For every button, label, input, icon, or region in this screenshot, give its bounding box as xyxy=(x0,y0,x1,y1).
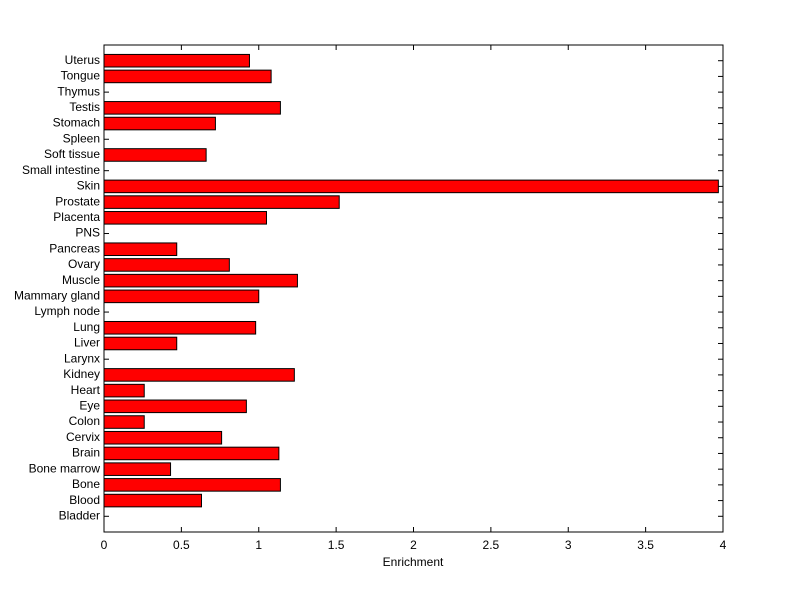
y-tick-label: Uterus xyxy=(65,53,100,67)
x-tick-label: 2.5 xyxy=(483,538,500,552)
bar xyxy=(103,116,216,131)
y-tick-label: Liver xyxy=(74,336,100,350)
x-tick-label: 2 xyxy=(410,538,417,552)
y-tick-label: Thymus xyxy=(57,84,100,98)
y-tick-label: Brain xyxy=(72,446,100,460)
bar xyxy=(103,273,298,288)
y-tick-label: Tongue xyxy=(61,69,101,83)
y-tick-label: Heart xyxy=(71,383,101,397)
x-tick-label: 0 xyxy=(101,538,108,552)
x-tick-label: 4 xyxy=(720,538,727,552)
bar xyxy=(103,336,178,351)
x-tick-label: 1 xyxy=(255,538,262,552)
bar xyxy=(103,211,267,225)
y-tick-label: Muscle xyxy=(62,273,100,287)
bar xyxy=(103,415,145,429)
y-tick-label: Lymph node xyxy=(34,304,100,318)
y-tick-label: Testis xyxy=(69,100,100,114)
bar xyxy=(103,69,272,84)
bar xyxy=(103,320,257,335)
y-tick-label: Blood xyxy=(69,493,100,507)
bar xyxy=(103,53,250,68)
bar xyxy=(103,430,223,445)
y-tick-label: Skin xyxy=(77,179,100,193)
bar xyxy=(103,368,295,382)
bar xyxy=(103,446,280,461)
bar xyxy=(103,478,281,492)
y-tick-label: Mammary gland xyxy=(14,289,100,303)
y-tick-label: Bone marrow xyxy=(29,461,101,475)
bar xyxy=(103,383,145,398)
y-tick-label: Eye xyxy=(79,398,100,412)
y-tick-label: PNS xyxy=(75,226,100,240)
y-tick-label: Placenta xyxy=(53,210,100,224)
bar xyxy=(103,493,202,508)
bar xyxy=(103,462,172,476)
y-tick-label: Pancreas xyxy=(49,241,100,255)
bar xyxy=(103,179,719,194)
bar xyxy=(103,101,281,115)
x-axis-label: Enrichment xyxy=(383,555,444,569)
y-tick-label: Spleen xyxy=(63,131,100,145)
bar xyxy=(103,289,260,304)
y-tick-label: Prostate xyxy=(55,194,100,208)
bar xyxy=(103,258,230,272)
y-tick-label: Kidney xyxy=(63,367,100,381)
bar xyxy=(103,399,247,414)
bar xyxy=(103,242,178,257)
x-tick-label: 0.5 xyxy=(173,538,190,552)
y-tick-label: Cervix xyxy=(66,430,100,444)
y-tick-label: Soft tissue xyxy=(44,147,100,161)
bar xyxy=(103,148,207,162)
y-tick-label: Small intestine xyxy=(22,163,100,177)
y-tick-label: Larynx xyxy=(64,351,100,365)
y-tick-label: Ovary xyxy=(68,257,100,271)
y-tick-label: Stomach xyxy=(53,116,100,130)
y-tick-label: Bladder xyxy=(59,508,100,522)
x-tick-label: 3.5 xyxy=(637,538,654,552)
y-tick-label: Lung xyxy=(73,320,100,334)
x-tick-label: 1.5 xyxy=(328,538,345,552)
x-tick-label: 3 xyxy=(565,538,572,552)
y-tick-label: Bone xyxy=(72,477,100,491)
y-tick-label: Colon xyxy=(69,414,100,428)
bar xyxy=(103,195,340,209)
